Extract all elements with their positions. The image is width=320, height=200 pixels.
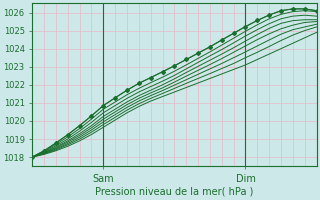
X-axis label: Pression niveau de la mer( hPa ): Pression niveau de la mer( hPa ): [95, 187, 253, 197]
